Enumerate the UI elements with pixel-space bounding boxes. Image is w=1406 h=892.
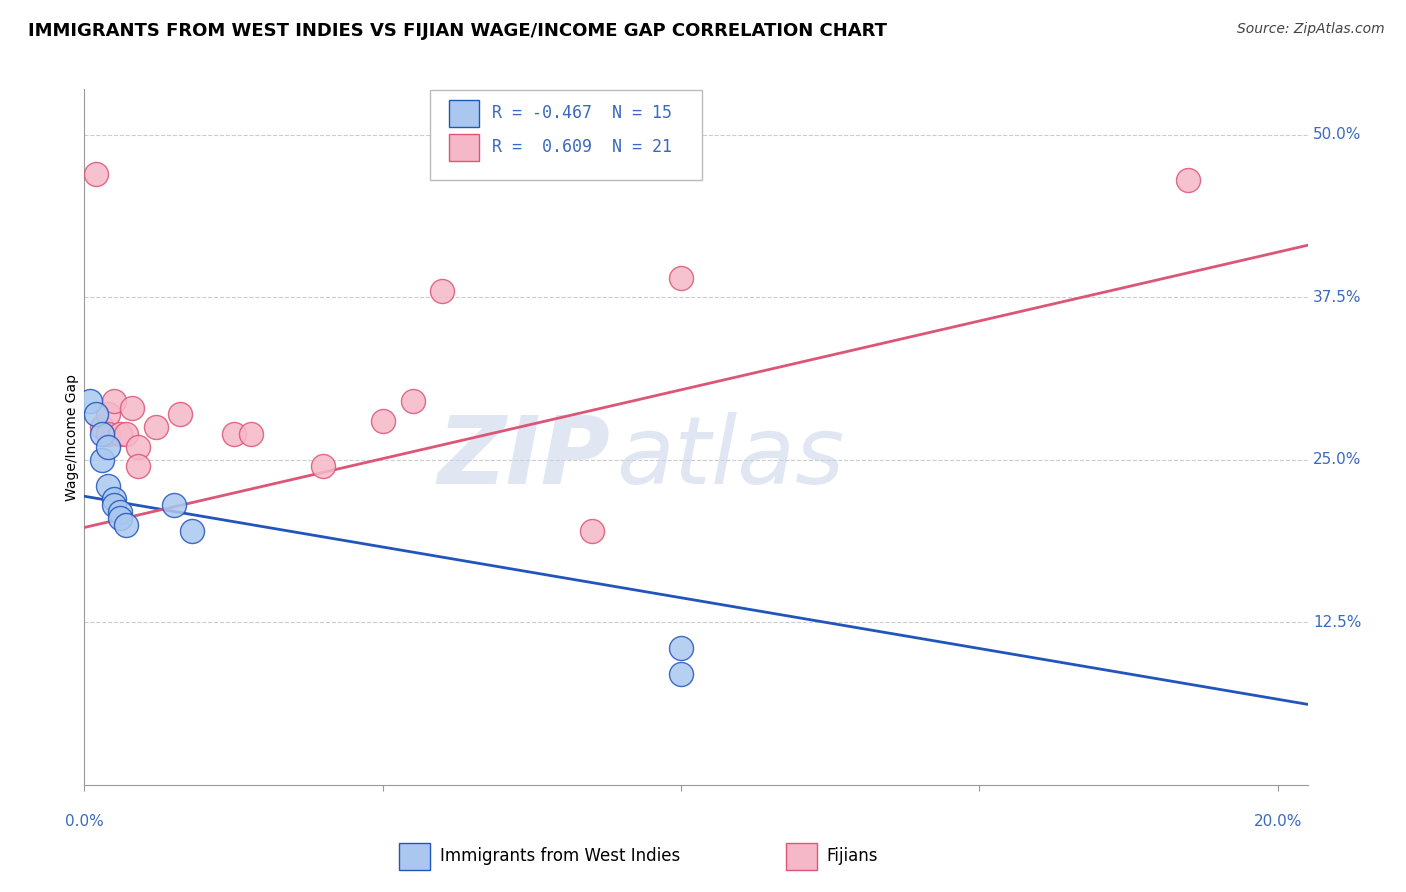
Point — [108, 511, 131, 525]
Point — [312, 459, 335, 474]
Point — [84, 407, 107, 421]
Point — [240, 426, 263, 441]
Point — [97, 426, 120, 441]
Point — [115, 517, 138, 532]
Text: 0.0%: 0.0% — [65, 814, 104, 829]
Point — [108, 426, 131, 441]
Point — [84, 167, 107, 181]
Point — [669, 270, 692, 285]
Text: 20.0%: 20.0% — [1254, 814, 1302, 829]
Point — [115, 426, 138, 441]
Point — [121, 401, 143, 415]
Text: R = -0.467: R = -0.467 — [492, 104, 592, 122]
Point — [432, 284, 454, 298]
Point — [127, 440, 149, 454]
Text: 25.0%: 25.0% — [1313, 452, 1361, 467]
Text: IMMIGRANTS FROM WEST INDIES VS FIJIAN WAGE/INCOME GAP CORRELATION CHART: IMMIGRANTS FROM WEST INDIES VS FIJIAN WA… — [28, 22, 887, 40]
Y-axis label: Wage/Income Gap: Wage/Income Gap — [65, 374, 79, 500]
Text: 50.0%: 50.0% — [1313, 128, 1361, 142]
Point — [103, 491, 125, 506]
Point — [401, 394, 423, 409]
Point — [79, 394, 101, 409]
Point — [97, 440, 120, 454]
Text: R =  0.609: R = 0.609 — [492, 138, 592, 156]
Text: Fijians: Fijians — [827, 847, 879, 865]
Text: N = 21: N = 21 — [612, 138, 672, 156]
Point — [180, 524, 202, 539]
Text: atlas: atlas — [616, 412, 845, 503]
Text: 37.5%: 37.5% — [1313, 290, 1361, 305]
Point — [669, 667, 692, 681]
Point — [581, 524, 603, 539]
Point — [97, 407, 120, 421]
Point — [371, 414, 394, 428]
Point — [103, 394, 125, 409]
Text: 12.5%: 12.5% — [1313, 615, 1361, 630]
Point — [91, 420, 114, 434]
Point — [163, 499, 186, 513]
Point — [222, 426, 245, 441]
Point — [145, 420, 167, 434]
Text: Immigrants from West Indies: Immigrants from West Indies — [440, 847, 681, 865]
Point — [91, 426, 114, 441]
Text: ZIP: ZIP — [437, 412, 610, 504]
Point — [669, 641, 692, 656]
Text: N = 15: N = 15 — [612, 104, 672, 122]
Point — [97, 479, 120, 493]
Text: Source: ZipAtlas.com: Source: ZipAtlas.com — [1237, 22, 1385, 37]
Point — [169, 407, 191, 421]
Point — [108, 505, 131, 519]
Point — [1177, 173, 1199, 187]
Point — [91, 453, 114, 467]
Point — [103, 499, 125, 513]
Point — [127, 459, 149, 474]
